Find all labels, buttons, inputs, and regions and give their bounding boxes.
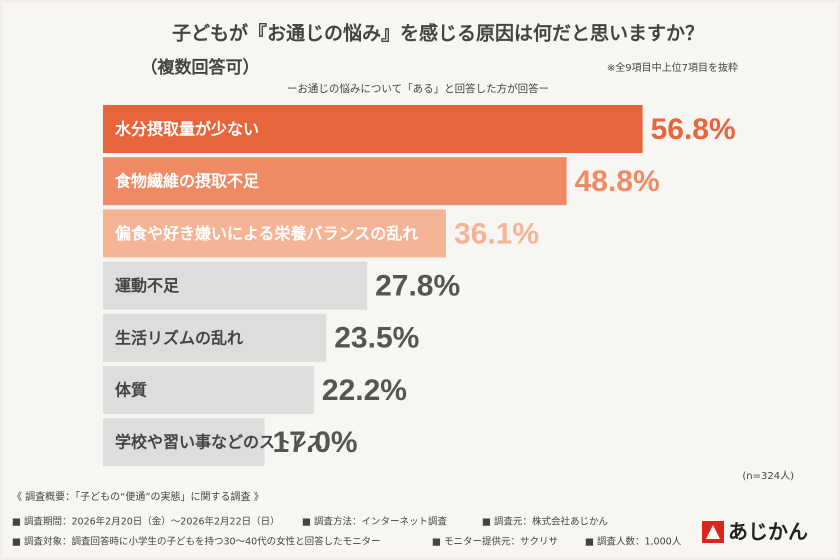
footer-item: ■ 調査元：株式会社あじかん xyxy=(482,516,608,528)
bar xyxy=(103,209,446,258)
footer-item: ■ 調査人数：1,000人 xyxy=(585,536,682,548)
note: ※全9項目中上位7項目を抜粋 xyxy=(607,61,738,74)
footer-item: ■ 調査期間：2026年2月20日（金）〜2026年2月22日（日） xyxy=(12,516,280,528)
chart-subtitle: （複数回答可） xyxy=(141,57,260,78)
bar-label: 生活リズムの乱れ xyxy=(115,328,243,347)
value-label: 27.8% xyxy=(375,270,460,303)
bar-label: 食物繊維の摂取不足 xyxy=(114,172,260,191)
bar-label: 偏食や好き嫌いによる栄養バランスの乱れ xyxy=(115,224,418,243)
footer-item: ■ 調査対象：調査回答時に小学生の子どもを持つ30〜40代の女性と回答したモニタ… xyxy=(12,536,381,548)
footer-item: ■ モニター提供元：サクリサ xyxy=(432,536,558,548)
bar xyxy=(103,157,567,206)
footer-item: ■ 調査方法：インターネット調査 xyxy=(302,516,447,528)
value-label: 36.1% xyxy=(454,217,539,250)
value-label: 48.8% xyxy=(575,165,660,198)
value-label: 23.5% xyxy=(334,322,419,355)
chart-title: 子どもが『お通じの悩み』を感じる原因は何だと思いますか？ xyxy=(172,22,704,45)
bar xyxy=(103,418,265,467)
bar-label: 運動不足 xyxy=(115,276,180,295)
logo-icon-mark xyxy=(706,525,720,539)
value-label: 22.2% xyxy=(322,374,407,407)
bar xyxy=(103,366,314,414)
bar xyxy=(103,313,327,362)
caption: ーお通じの悩みについて「ある」と回答した方が回答ー xyxy=(287,82,549,95)
sample-size: (n=324人) xyxy=(742,470,794,482)
footer-heading: 《 調査概要：「子どもの“便通”の実態」に関する調査 》 xyxy=(12,490,264,503)
bar xyxy=(103,261,368,310)
bar-label: 体質 xyxy=(115,381,147,400)
bar xyxy=(103,105,643,153)
value-label: 56.8% xyxy=(651,113,736,146)
logo-text: あじかん xyxy=(728,520,808,544)
value-label: 17.0% xyxy=(273,426,358,459)
bar-label: 学校や習い事などのストレス xyxy=(115,433,323,452)
bar-label: 水分摂取量が少ない xyxy=(115,120,259,139)
